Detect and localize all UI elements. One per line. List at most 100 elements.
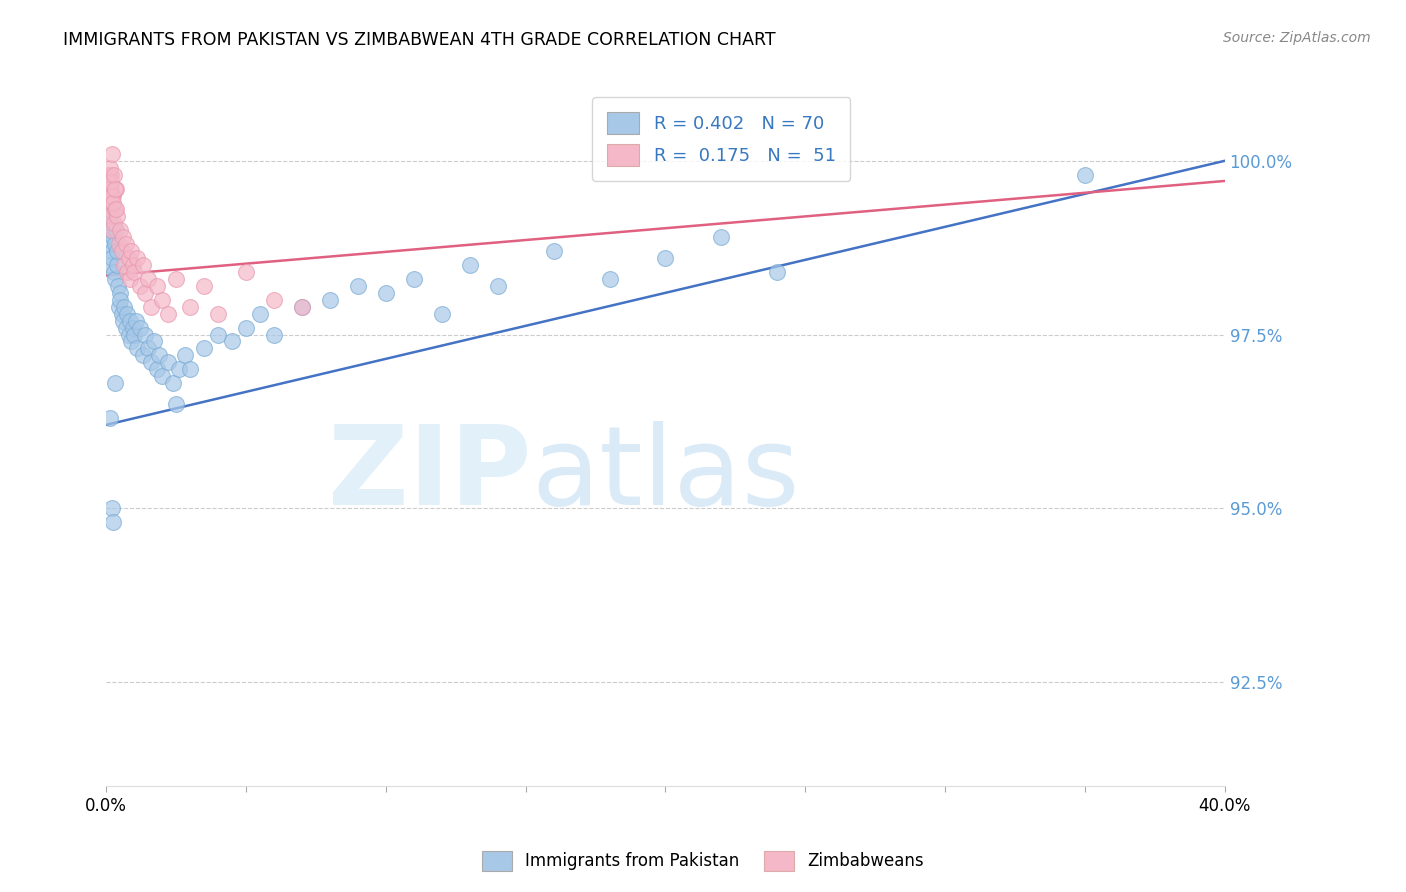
Point	[347, 278, 370, 293]
Point	[97, 237, 120, 252]
Point	[97, 210, 120, 224]
Point	[710, 230, 733, 244]
Point	[458, 258, 481, 272]
Point	[156, 355, 179, 369]
Point	[122, 327, 145, 342]
Point	[111, 230, 134, 244]
Point	[104, 202, 127, 217]
Point	[112, 300, 135, 314]
Point	[104, 272, 127, 286]
Point	[108, 285, 131, 300]
Point	[111, 313, 134, 327]
Point	[430, 307, 453, 321]
Text: atlas: atlas	[531, 421, 800, 528]
Point	[193, 278, 215, 293]
Point	[291, 300, 314, 314]
Point	[112, 258, 135, 272]
Point	[148, 348, 170, 362]
Point	[97, 188, 120, 202]
Point	[235, 265, 257, 279]
Point	[115, 307, 138, 321]
Point	[136, 342, 159, 356]
Point	[139, 300, 162, 314]
Point	[114, 320, 136, 334]
Point	[193, 342, 215, 356]
Point	[167, 362, 190, 376]
Point	[221, 334, 243, 349]
Legend: R = 0.402   N = 70, R =  0.175   N =  51: R = 0.402 N = 70, R = 0.175 N = 51	[592, 97, 851, 181]
Point	[117, 251, 139, 265]
Point	[131, 258, 153, 272]
Point	[319, 293, 342, 307]
Point	[1074, 168, 1097, 182]
Point	[101, 223, 124, 237]
Point	[108, 300, 131, 314]
Point	[100, 216, 122, 230]
Point	[100, 168, 122, 182]
Point	[124, 313, 146, 327]
Point	[98, 202, 121, 217]
Point	[108, 237, 131, 252]
Point	[105, 223, 128, 237]
Point	[110, 244, 132, 259]
Point	[107, 210, 129, 224]
Point	[100, 161, 122, 175]
Point	[543, 244, 565, 259]
Point	[125, 342, 148, 356]
Point	[179, 300, 201, 314]
Point	[107, 278, 129, 293]
Point	[101, 501, 124, 516]
Point	[121, 258, 143, 272]
Point	[103, 195, 125, 210]
Point	[162, 376, 184, 391]
Point	[97, 175, 120, 189]
Point	[110, 223, 132, 237]
Point	[599, 272, 621, 286]
Point	[101, 195, 124, 210]
Point	[103, 216, 125, 230]
Point	[766, 265, 789, 279]
Point	[104, 237, 127, 252]
Point	[120, 244, 142, 259]
Point	[105, 258, 128, 272]
Point	[100, 210, 122, 224]
Point	[105, 202, 128, 217]
Point	[118, 313, 141, 327]
Point	[139, 355, 162, 369]
Point	[100, 258, 122, 272]
Point	[101, 251, 124, 265]
Point	[114, 237, 136, 252]
Point	[142, 334, 165, 349]
Text: Source: ZipAtlas.com: Source: ZipAtlas.com	[1223, 31, 1371, 45]
Point	[104, 181, 127, 195]
Point	[150, 293, 173, 307]
Point	[165, 272, 187, 286]
Point	[249, 307, 271, 321]
Point	[105, 181, 128, 195]
Point	[136, 272, 159, 286]
Point	[101, 146, 124, 161]
Point	[173, 348, 195, 362]
Point	[122, 265, 145, 279]
Point	[125, 251, 148, 265]
Point	[131, 348, 153, 362]
Point	[118, 272, 141, 286]
Point	[235, 320, 257, 334]
Point	[103, 515, 125, 529]
Point	[374, 285, 396, 300]
Point	[402, 272, 425, 286]
Point	[179, 362, 201, 376]
Point	[100, 410, 122, 425]
Point	[156, 307, 179, 321]
Point	[100, 175, 122, 189]
Point	[263, 327, 285, 342]
Point	[150, 369, 173, 384]
Point	[98, 202, 121, 217]
Point	[120, 334, 142, 349]
Point	[145, 362, 167, 376]
Point	[103, 168, 125, 182]
Point	[134, 327, 156, 342]
Point	[104, 376, 127, 391]
Point	[107, 244, 129, 259]
Y-axis label: 4th Grade: 4th Grade	[0, 390, 8, 474]
